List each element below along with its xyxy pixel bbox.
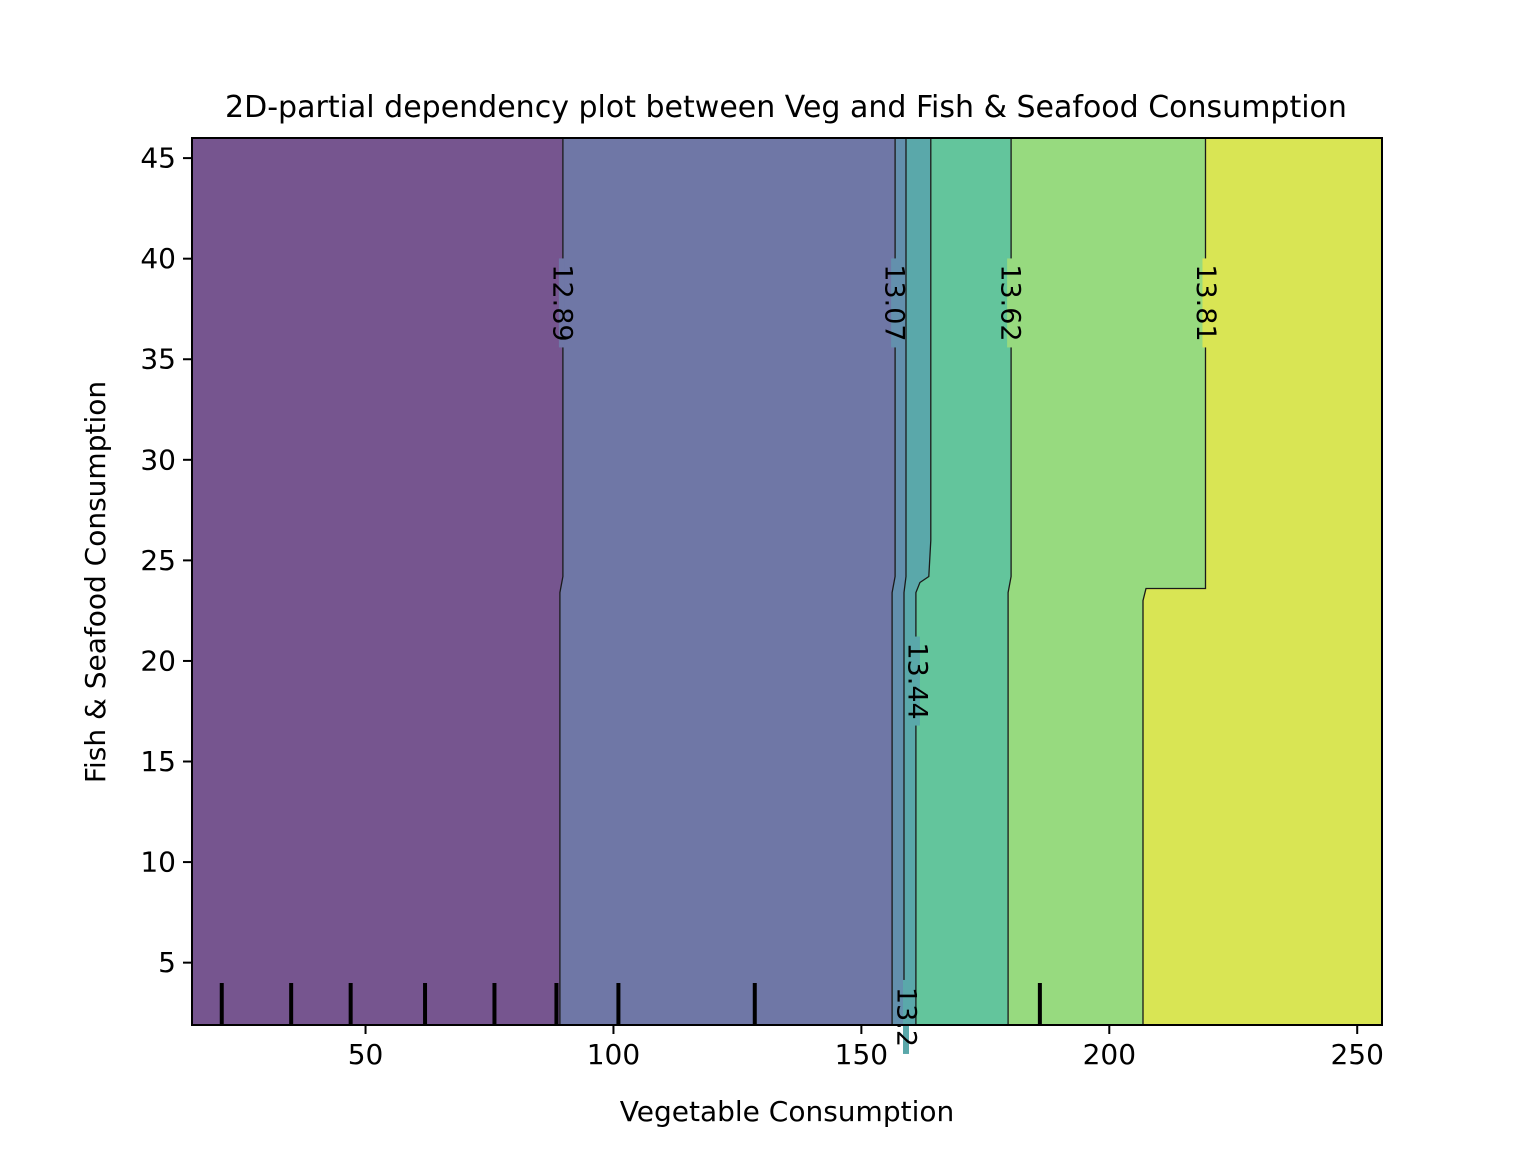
- contour-label-13.07: 13.07: [879, 264, 910, 341]
- x-tick-label-250: 250: [1330, 1038, 1383, 1071]
- y-tick-label-40: 40: [140, 242, 176, 275]
- x-tick-label-200: 200: [1083, 1038, 1136, 1071]
- contour-label-gap-13.62: [1007, 258, 1014, 348]
- y-tick-label-15: 15: [140, 745, 176, 778]
- x-tick-label-50: 50: [348, 1038, 384, 1071]
- contour-label-gap-12.89: [558, 258, 565, 348]
- y-axis-label: Fish & Seafood Consumption: [79, 381, 112, 783]
- rug-marks: [219, 983, 1042, 1025]
- contour-label-13.62: 13.62: [995, 264, 1026, 341]
- y-axis-ticks: 5 10 15 20 25 30 35 40 45: [140, 142, 192, 979]
- contour-label-gap-13.07: [891, 258, 898, 348]
- y-tick-label-45: 45: [140, 142, 176, 175]
- contour-line-13.07: [891, 138, 896, 1025]
- chart-title: 2D-partial dependency plot between Veg a…: [225, 90, 1347, 125]
- contour-label-13.81: 13.81: [1190, 264, 1221, 341]
- contour-label-gap-13.81: [1202, 258, 1209, 348]
- contour-fills: [191, 137, 1383, 1026]
- contour-labels: 12.89 13.07 13.2 13.44 13.62 13.81: [546, 258, 1221, 1054]
- contour-line-12.89: [559, 138, 564, 1025]
- contour-region-0: [191, 137, 564, 1026]
- contour-label-13.44: 13.44: [901, 642, 932, 719]
- contour-label-gap-13.44: [913, 636, 920, 726]
- y-tick-label-35: 35: [140, 343, 176, 376]
- plot-frame: [191, 137, 1383, 1026]
- y-tick-label-10: 10: [140, 846, 176, 879]
- x-tick-label-150: 150: [835, 1038, 888, 1071]
- contour-line-13.62: [1007, 138, 1012, 1025]
- contour-line-13.2: [903, 138, 907, 1025]
- y-tick-label-5: 5: [158, 946, 176, 979]
- y-tick-label-30: 30: [140, 443, 176, 476]
- x-tick-label-100: 100: [587, 1038, 640, 1071]
- contour-region-1: [559, 137, 896, 1026]
- contour-lines: [559, 138, 1207, 1025]
- contour-line-13.81: [1142, 138, 1207, 1025]
- y-tick-label-25: 25: [140, 544, 176, 577]
- x-axis-ticks: 50 100 150 200 250: [348, 1025, 1384, 1071]
- contour-label-13.2: 13.2: [891, 987, 922, 1047]
- contour-label-gap-13.2: [903, 979, 909, 1054]
- y-tick-label-20: 20: [140, 644, 176, 677]
- x-axis-label: Vegetable Consumption: [620, 1095, 954, 1128]
- contour-label-12.89: 12.89: [546, 264, 577, 341]
